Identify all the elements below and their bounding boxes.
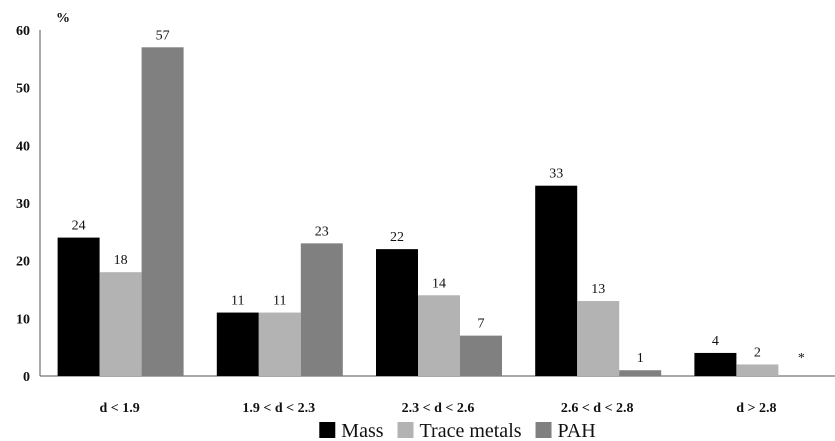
bar <box>300 243 343 376</box>
bar <box>460 335 502 376</box>
bar-value-label: 23 <box>315 224 329 239</box>
bar-value-label: 2 <box>754 345 761 360</box>
bar-value-label: 22 <box>390 230 404 245</box>
bar-value-label: 24 <box>72 219 86 234</box>
legend-label: Trace metals <box>420 420 522 441</box>
bar-value-label: 4 <box>712 334 719 349</box>
bar-value-label: 11 <box>231 294 244 309</box>
bar-value-label: 7 <box>478 317 485 332</box>
bar <box>418 295 460 376</box>
x-category-label: 2.3 < d < 2.6 <box>402 401 475 416</box>
y-tick-label: 10 <box>16 312 30 327</box>
legend-swatch <box>535 422 552 438</box>
bar-value-label: 13 <box>591 282 605 297</box>
y-tick-label: 20 <box>16 255 30 270</box>
y-tick-label: 60 <box>16 24 30 39</box>
bar <box>57 237 100 376</box>
bar <box>141 47 184 377</box>
missing-value-marker: * <box>798 351 805 366</box>
legend-swatch <box>319 422 336 438</box>
bar-value-label: 14 <box>432 276 446 291</box>
bar <box>376 249 418 376</box>
bar-value-label: 33 <box>549 167 563 182</box>
bar-value-label: 57 <box>156 28 170 43</box>
y-tick-label: 30 <box>16 197 30 212</box>
x-category-label: 1.9 < d < 2.3 <box>242 401 315 416</box>
bar-value-label: 18 <box>114 253 128 268</box>
bar <box>577 301 620 376</box>
x-category-label: d > 2.8 <box>736 401 776 416</box>
bar <box>535 185 578 376</box>
bar <box>99 272 142 376</box>
bar <box>216 312 259 376</box>
y-tick-label: 0 <box>23 370 30 385</box>
y-tick-labels: 0 10 20 30 40 50 60 <box>16 24 30 385</box>
x-category-label: 2.6 < d < 2.8 <box>561 401 634 416</box>
bar <box>694 352 737 376</box>
legend-swatch <box>397 422 414 438</box>
y-unit-label: % <box>56 11 70 26</box>
legend: Mass Trace metals PAH <box>319 420 596 441</box>
bar <box>619 370 662 376</box>
x-category-labels: d < 1.9 1.9 < d < 2.3 2.3 < d < 2.6 2.6 < d… <box>99 401 776 416</box>
bar <box>258 312 301 376</box>
bar-value-label: 11 <box>273 294 286 309</box>
bar-value-label: 1 <box>637 351 644 366</box>
legend-label: PAH <box>558 420 596 441</box>
bar <box>736 364 779 376</box>
y-tick-label: 50 <box>16 82 30 97</box>
y-tick-label: 40 <box>16 139 30 154</box>
legend-label: Mass <box>341 420 383 441</box>
x-category-label: d < 1.9 <box>99 401 139 416</box>
